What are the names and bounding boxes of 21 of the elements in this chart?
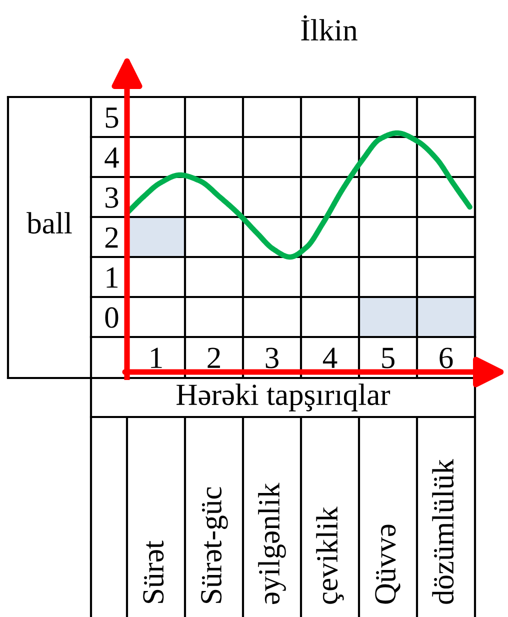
y-tick-label: 4 bbox=[104, 147, 119, 168]
y-tick-label: 3 bbox=[106, 187, 118, 208]
text: Qüvvə bbox=[375, 524, 400, 604]
chart-title: İlkin bbox=[301, 15, 358, 40]
x-tick-label: 2 bbox=[208, 348, 220, 368]
text: Sürət-güc bbox=[201, 487, 228, 603]
x-tick-label: 4 bbox=[322, 348, 338, 368]
y-tick-label: 1 bbox=[106, 267, 118, 288]
x-tick-label: 6 bbox=[440, 348, 453, 368]
text: dözümlülük bbox=[432, 459, 454, 604]
text: çeviklik bbox=[316, 506, 344, 604]
y-tick-label: 5 bbox=[106, 108, 118, 128]
y-tick-label: 2 bbox=[105, 227, 118, 248]
y-axis-title: ball bbox=[26, 212, 72, 234]
x-tick-label: 5 bbox=[382, 348, 394, 368]
text: Sürət bbox=[143, 540, 164, 603]
x-tick-label: 1 bbox=[151, 348, 162, 368]
x-tick-label: 3 bbox=[266, 348, 278, 368]
y-tick-label: 0 bbox=[105, 307, 118, 328]
text: əyilgənlik bbox=[258, 482, 286, 604]
x-axis-title: Hərəki tapşırıqlar bbox=[176, 384, 390, 412]
